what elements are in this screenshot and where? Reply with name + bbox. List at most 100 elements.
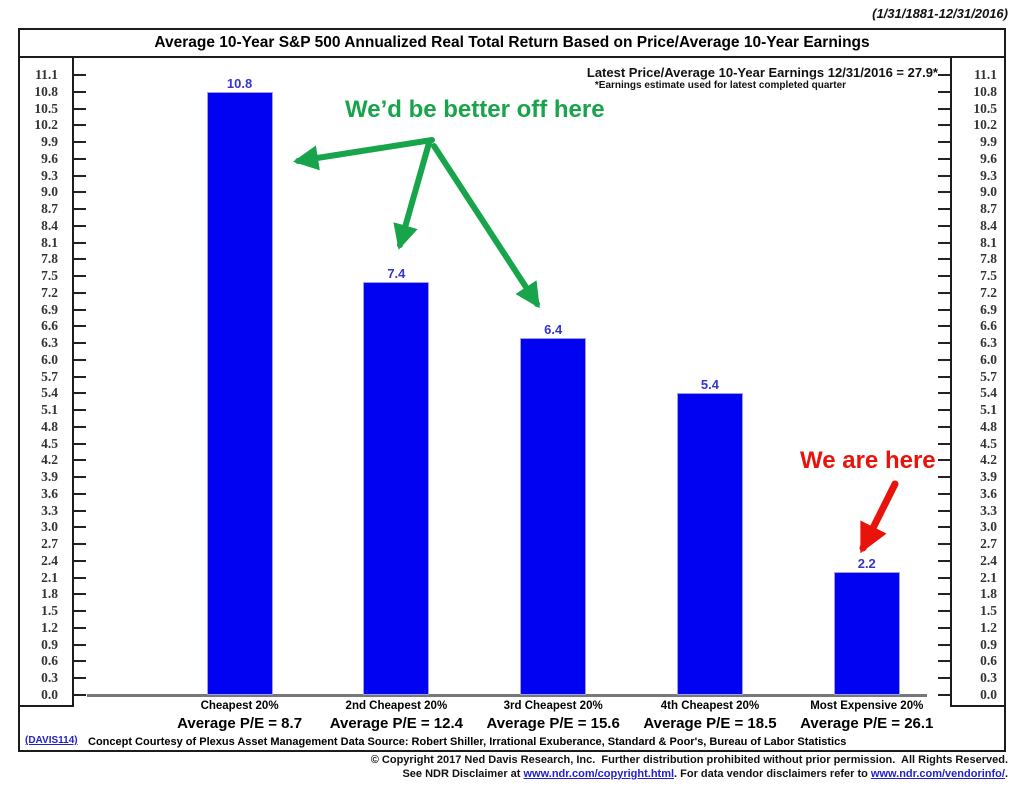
y-tick-label: 10.2: [34, 117, 58, 133]
davis-code-link[interactable]: (DAVIS114): [25, 735, 78, 746]
y-tick-right: [938, 308, 950, 311]
y-tick-left: [74, 258, 86, 261]
y-tick-right: [938, 442, 950, 445]
y-tick-left: [74, 476, 86, 479]
y-tick-left: [74, 509, 86, 512]
y-tick-label: 8.4: [980, 217, 997, 233]
y-tick-left: [74, 409, 86, 412]
y-tick-left: [74, 74, 86, 76]
y-tick-label: 6.0: [41, 351, 58, 367]
y-axis-right: 0.0 0.3 0.6 0.9 1.2 1.5 1.8 2.1 2.4 2.7 3.0 3.3 3.6 3…: [950, 58, 1004, 707]
y-tick-label: 5.1: [41, 402, 58, 418]
y-tick-left: [74, 643, 86, 646]
y-tick-left: [74, 576, 86, 579]
y-tick-left: [74, 677, 86, 680]
y-tick-right: [938, 526, 950, 529]
y-tick-right: [938, 325, 950, 328]
y-tick-right: [938, 660, 950, 663]
y-tick-label: 4.5: [41, 435, 58, 451]
y-tick-label: 9.3: [980, 167, 997, 183]
y-tick-label: 6.9: [980, 301, 997, 317]
y-tick-right: [938, 241, 950, 244]
bar-value-label: 2.2: [857, 556, 876, 572]
concept-credit-text: Concept Courtesy of Plexus Asset Managem…: [88, 736, 847, 748]
category-label: 4th Cheapest 20%: [660, 700, 760, 712]
y-tick-left: [74, 660, 86, 663]
y-tick-right: [938, 107, 950, 110]
disclaimer-prefix: See NDR Disclaimer at: [402, 767, 524, 780]
y-tick-right: [938, 291, 950, 294]
bar-value-label: 10.8: [226, 75, 253, 91]
y-tick-label: 5.4: [41, 385, 58, 401]
y-tick-left: [74, 559, 86, 562]
category-label: 3rd Cheapest 20%: [503, 700, 603, 712]
y-tick-left: [74, 543, 86, 546]
ndr-vendorinfo-link[interactable]: www.ndr.com/vendorinfo/: [870, 767, 1005, 780]
y-tick-right: [938, 375, 950, 378]
y-tick-right: [938, 509, 950, 512]
category-label: 2nd Cheapest 20%: [345, 700, 448, 712]
bar-4th-cheapest-20: [676, 393, 743, 695]
y-tick-left: [74, 241, 86, 244]
y-tick-label: 0.6: [980, 653, 997, 669]
y-tick-label: 1.8: [41, 586, 58, 602]
category-label: Most Expensive 20%: [810, 700, 924, 712]
y-tick-right: [938, 191, 950, 194]
y-tick-label: 9.9: [41, 134, 58, 150]
y-tick-right: [938, 492, 950, 495]
bar-value-label: 5.4: [700, 377, 719, 393]
y-tick-right: [938, 576, 950, 579]
y-tick-right: [938, 275, 950, 278]
y-tick-label: 8.1: [41, 234, 58, 250]
y-tick-label: 1.8: [980, 586, 997, 602]
y-tick-label: 2.1: [980, 569, 997, 585]
y-tick-right: [938, 224, 950, 227]
y-tick-label: 9.9: [980, 134, 997, 150]
y-tick-left: [74, 325, 86, 328]
y-tick-right: [938, 677, 950, 680]
y-tick-label: 2.4: [41, 552, 58, 568]
y-tick-label: 10.5: [34, 100, 58, 116]
y-tick-label: 10.8: [973, 83, 997, 99]
bar-value-label: 6.4: [544, 321, 563, 337]
pe-label: Average P/E = 18.5: [643, 715, 777, 732]
y-tick-label: 3.6: [980, 485, 997, 501]
y-tick-label: 6.3: [41, 335, 58, 351]
y-tick-left: [74, 375, 86, 378]
y-tick-label: 2.7: [980, 536, 997, 552]
y-tick-left: [74, 275, 86, 278]
date-range-label: (1/31/1881-12/31/2016): [872, 6, 1008, 21]
y-tick-label: 3.3: [980, 502, 997, 518]
y-tick-label: 6.6: [980, 318, 997, 334]
y-tick-label: 7.5: [980, 268, 997, 284]
y-tick-left: [74, 157, 86, 160]
y-tick-label: 5.7: [980, 368, 997, 384]
disclaimer-suffix: .: [1004, 767, 1008, 780]
y-tick-left: [74, 694, 86, 696]
y-tick-label: 8.1: [980, 234, 997, 250]
y-tick-label: 4.8: [41, 418, 58, 434]
y-tick-left: [74, 610, 86, 613]
plot-area: Latest Price/Average 10-Year Earnings 12…: [74, 58, 950, 712]
ndr-copyright-link[interactable]: www.ndr.com/copyright.html: [523, 767, 675, 780]
y-tick-right: [938, 74, 950, 76]
y-tick-label: 8.7: [41, 201, 58, 217]
chart-frame: Average 10-Year S&P 500 Annualized Real …: [18, 28, 1006, 752]
y-tick-left: [74, 526, 86, 529]
y-tick-right: [938, 258, 950, 261]
y-tick-label: 5.7: [41, 368, 58, 384]
earnings-estimate-footnote: *Earnings estimate used for latest compl…: [594, 80, 847, 91]
y-tick-left: [74, 342, 86, 345]
y-tick-right: [938, 342, 950, 345]
bar-value-label: 7.4: [387, 265, 406, 281]
disclaimer-line: See NDR Disclaimer at www.ndr.com/copyri…: [371, 768, 1008, 782]
y-tick-left: [74, 392, 86, 395]
y-tick-right: [938, 157, 950, 160]
y-tick-label: 8.7: [980, 201, 997, 217]
y-tick-right: [938, 392, 950, 395]
pe-label: Average P/E = 8.7: [177, 715, 303, 732]
bar-cheapest-20: [206, 91, 273, 695]
y-tick-right: [938, 208, 950, 211]
y-tick-left: [74, 291, 86, 294]
